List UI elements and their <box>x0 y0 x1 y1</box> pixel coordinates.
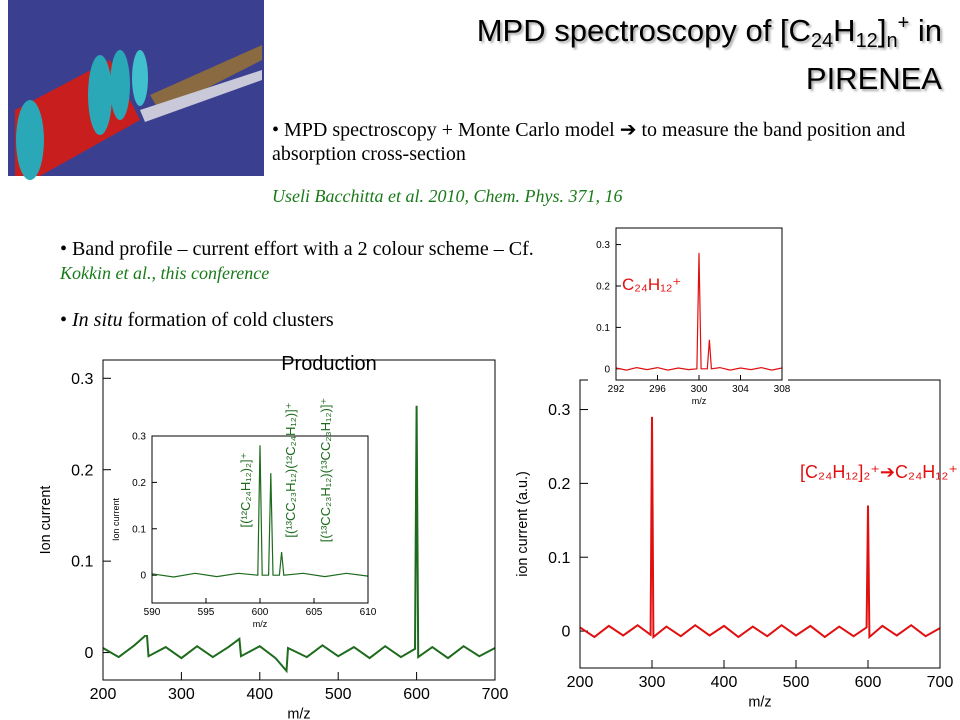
bullet-reference: Kokkin et al., this conference <box>60 263 270 283</box>
y-tick-label: 0.2 <box>71 462 93 479</box>
x-tick-label: 400 <box>711 674 738 691</box>
x-axis-label: m/z <box>287 706 310 720</box>
x-tick-label: 700 <box>927 674 954 691</box>
y-tick-label: 0.3 <box>71 371 93 388</box>
x-tick-label: 300 <box>639 674 666 691</box>
spectrum-line <box>151 445 369 578</box>
spectrum-line <box>579 416 941 640</box>
y-tick-label: 0.1 <box>132 524 146 535</box>
x-tick-label: 590 <box>144 607 161 618</box>
annotation: [C₂₄H₁₂]₂⁺➔C₂₄H₁₂⁺ + C₂₄H₁₂ <box>800 462 960 482</box>
bullet-text: Band profile – current effort with a 2 c… <box>72 238 534 260</box>
y-tick-label: 0.2 <box>596 281 610 292</box>
title-text: 24 <box>810 30 834 52</box>
x-tick-label: 600 <box>252 607 269 618</box>
image-ring <box>110 50 130 120</box>
plot-background <box>112 410 374 635</box>
plot-frame <box>151 435 369 604</box>
image-ring <box>16 100 44 180</box>
x-tick-label: 296 <box>649 384 666 395</box>
y-tick-label: 0.2 <box>132 478 146 489</box>
spectrum-line <box>102 405 496 674</box>
annotation: C₂₄H₁₂⁺ <box>622 275 681 294</box>
bullet: • MPD spectroscopy + Monte Carlo model ➔… <box>272 119 906 165</box>
x-tick-label: 292 <box>608 384 625 395</box>
y-tick-label: 0 <box>84 645 93 662</box>
x-tick-label: 605 <box>306 607 323 618</box>
title-text: ] <box>877 13 887 48</box>
y-tick-label: 0.2 <box>548 476 570 493</box>
y-tick-label: 0.3 <box>596 240 610 251</box>
plot-frame <box>615 227 783 381</box>
x-axis-label: m/z <box>253 619 268 629</box>
x-tick-label: 304 <box>732 384 749 395</box>
x-tick-label: 500 <box>325 686 352 703</box>
image-ring <box>88 55 112 135</box>
bullet-text: formation of cold clusters <box>122 309 334 331</box>
x-axis-label: m/z <box>748 694 771 710</box>
plots: 200 300 400 500 600 700 0 0.1 0.2 0.3 Production m/… <box>38 225 960 720</box>
slide-title: MPD spectroscopy of [C24H12]n+ in PIRENE… <box>342 4 942 98</box>
bullet-emphasis: In situ <box>72 309 123 331</box>
x-tick-label: 400 <box>246 686 273 703</box>
title-text: 12 <box>855 30 878 52</box>
image-rod <box>150 45 262 112</box>
plot-frame <box>102 359 496 681</box>
x-tick-label: 200 <box>90 686 117 703</box>
image-ring <box>132 50 148 106</box>
x-tick-label: 500 <box>783 674 810 691</box>
y-tick-label: 0.3 <box>132 432 146 443</box>
x-tick-label: 595 <box>198 607 215 618</box>
y-tick-label: 0.1 <box>596 323 610 334</box>
plot-background <box>588 225 788 415</box>
annotation: [(¹³CC₂₃H₁₂)(¹³CC₂₃H₁₂)]⁺ <box>318 398 333 543</box>
y-tick-label: 0.1 <box>548 550 570 567</box>
citation: Useli Bacchitta et al. 2010, Chem. Phys.… <box>272 186 623 206</box>
bullet-text: MPD spectroscopy + Monte Carlo model ➔ t… <box>272 119 906 165</box>
bullet: • Band profile – current effort with a 2… <box>60 238 534 283</box>
x-tick-label: 610 <box>360 607 377 618</box>
title-text: + <box>897 12 910 34</box>
annotation: [(¹³CC₂₃H₁₂)(¹²C₂₄H₁₂)]⁺ <box>283 402 298 537</box>
x-axis-label: m/z <box>692 396 707 406</box>
x-tick-label: 300 <box>691 384 708 395</box>
x-tick-label: 600 <box>403 686 430 703</box>
y-axis-label: Ion current <box>111 497 121 541</box>
x-tick-label: 200 <box>567 674 594 691</box>
plot-title: Production <box>281 353 377 375</box>
x-tick-label: 300 <box>168 686 195 703</box>
y-tick-label: 0 <box>561 624 570 641</box>
x-tick-label: 700 <box>482 686 509 703</box>
y-tick-label: 0 <box>140 571 146 582</box>
title-text: H <box>833 13 856 48</box>
annotation: [(¹²C₂₄H₁₂)₂]⁺ <box>238 452 253 527</box>
spectrum-line <box>615 252 783 371</box>
title-text: n <box>886 30 898 52</box>
plot-frame <box>579 379 941 669</box>
image-tube <box>140 70 262 122</box>
y-axis-label: ion current (a.u.) <box>515 471 531 577</box>
x-tick-label: 308 <box>774 384 791 395</box>
bullet: • In situ formation of cold clusters <box>60 309 334 331</box>
y-tick-label: 0.3 <box>548 402 570 419</box>
y-axis-label: Ion current <box>38 486 54 555</box>
y-tick-label: 0 <box>604 364 610 375</box>
apparatus-image <box>8 0 264 180</box>
title-text: in PIRENEA <box>805 13 942 96</box>
y-tick-label: 0.1 <box>71 554 93 571</box>
x-tick-label: 600 <box>855 674 882 691</box>
title-text: MPD spectroscopy of [C <box>476 13 811 48</box>
